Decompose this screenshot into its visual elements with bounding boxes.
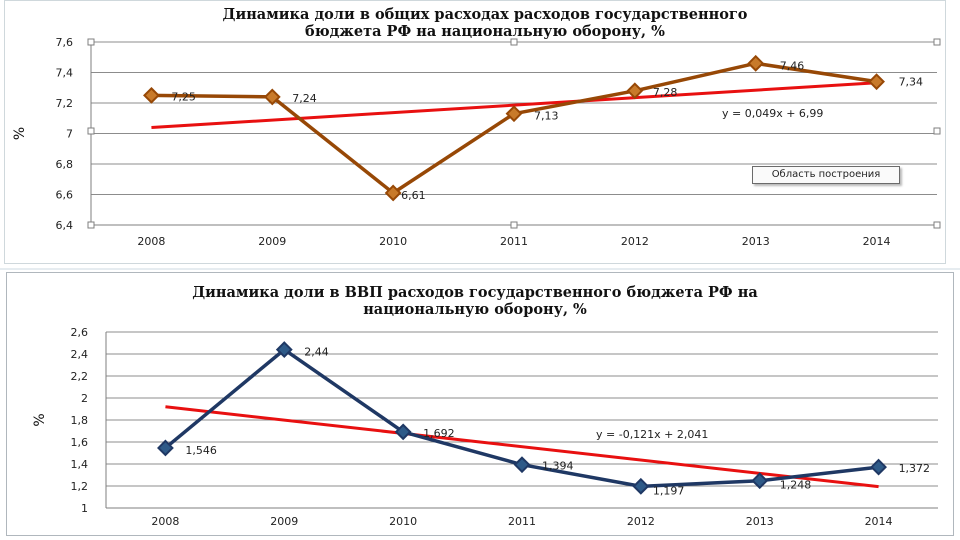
x-tick-label: 2014 bbox=[863, 235, 891, 248]
x-tick-label: 2010 bbox=[389, 515, 417, 528]
trendline-equation: y = 0,049x + 6,99 bbox=[722, 107, 823, 120]
chart-title: Динамика доли в общих расходах расходов … bbox=[222, 6, 748, 40]
x-tick-label: 2009 bbox=[258, 235, 286, 248]
data-point bbox=[747, 54, 765, 72]
y-tick-label: 7,4 bbox=[56, 67, 74, 80]
y-tick-label: 6,8 bbox=[56, 158, 74, 171]
x-tick-label: 2012 bbox=[621, 235, 649, 248]
x-tick-label: 2008 bbox=[151, 515, 179, 528]
x-tick-label: 2013 bbox=[746, 515, 774, 528]
plot-area: 7,6 7,4 7,2 7 6,8 6,6 6,4 2008 2009 2010 2011 2012 2… bbox=[12, 36, 941, 248]
data-label: 7,28 bbox=[653, 86, 678, 99]
data-label: 6,61 bbox=[401, 189, 426, 202]
plot-area-resize-handle[interactable] bbox=[87, 221, 95, 229]
data-label: 1,692 bbox=[423, 427, 455, 440]
y-tick-label: 2,6 bbox=[71, 326, 89, 339]
data-point bbox=[384, 184, 402, 202]
y-tick-label: 1,2 bbox=[71, 480, 89, 493]
data-point bbox=[143, 86, 160, 104]
data-label: 1,197 bbox=[653, 484, 685, 497]
data-point bbox=[513, 456, 531, 474]
data-point bbox=[505, 105, 523, 123]
data-label: 7,34 bbox=[899, 76, 924, 89]
data-label: 1,546 bbox=[185, 444, 217, 457]
data-point bbox=[394, 423, 412, 441]
x-tick-label: 2014 bbox=[865, 515, 893, 528]
y-tick-label: 6,6 bbox=[56, 189, 74, 202]
panel-separator bbox=[0, 268, 960, 270]
chart-panel-defense-gdp-share: Динамика доли в ВВП расходов государстве… bbox=[0, 270, 960, 540]
plot-area-resize-handle[interactable] bbox=[933, 38, 941, 46]
plot-area-resize-handle[interactable] bbox=[510, 221, 518, 229]
data-point bbox=[868, 73, 885, 91]
y-tick-label: 1,4 bbox=[71, 458, 89, 471]
x-tick-label: 2012 bbox=[627, 515, 655, 528]
plot-area-tooltip: Область построения bbox=[752, 166, 900, 184]
plot-area: 2,6 2,4 2,2 2 1,8 1,6 1,4 1,2 1 2008 2009 2010 2011 2… bbox=[32, 326, 938, 528]
x-tick-label: 2011 bbox=[500, 235, 528, 248]
chart-panel-defense-budget-share: Динамика доли в общих расходах расходов … bbox=[0, 0, 960, 268]
data-label: 2,44 bbox=[304, 346, 329, 359]
x-tick-label: 2011 bbox=[508, 515, 536, 528]
chart-title: Динамика доли в ВВП расходов государстве… bbox=[192, 284, 758, 318]
plot-area-resize-handle[interactable] bbox=[87, 127, 95, 135]
data-label: 7,24 bbox=[292, 92, 317, 105]
y-tick-label: 1,8 bbox=[71, 414, 89, 427]
y-axis-label: % bbox=[32, 413, 48, 426]
trendline bbox=[165, 405, 879, 489]
data-label: 7,25 bbox=[171, 90, 196, 103]
x-tick-label: 2008 bbox=[137, 235, 165, 248]
chart-frame[interactable] bbox=[4, 0, 946, 264]
y-tick-label: 2,2 bbox=[71, 370, 89, 383]
data-label: 7,13 bbox=[534, 110, 559, 123]
y-tick-label: 1 bbox=[81, 502, 88, 515]
data-point bbox=[263, 88, 281, 106]
y-tick-label: 7,6 bbox=[56, 36, 74, 49]
x-tick-label: 2010 bbox=[379, 235, 407, 248]
data-point bbox=[632, 477, 650, 495]
data-label: 7,46 bbox=[780, 59, 805, 72]
plot-area-resize-handle[interactable] bbox=[87, 38, 95, 46]
y-axis-label: % bbox=[12, 127, 28, 140]
plot-area-resize-handle[interactable] bbox=[933, 221, 941, 229]
data-label: 1,394 bbox=[542, 460, 574, 473]
x-tick-label: 2009 bbox=[270, 515, 298, 528]
y-tick-label: 2 bbox=[81, 392, 88, 405]
y-tick-label: 7 bbox=[66, 128, 73, 141]
y-tick-label: 6,4 bbox=[56, 219, 74, 232]
trendline-equation: y = -0,121x + 2,041 bbox=[596, 428, 708, 441]
y-tick-label: 7,2 bbox=[56, 97, 74, 110]
data-point bbox=[626, 82, 644, 100]
chart-frame bbox=[6, 272, 954, 536]
y-tick-label: 2,4 bbox=[71, 348, 89, 361]
data-point bbox=[870, 458, 887, 476]
data-label: 1,248 bbox=[780, 479, 812, 492]
data-point bbox=[157, 439, 174, 457]
y-tick-label: 1,6 bbox=[71, 436, 89, 449]
data-point bbox=[275, 341, 293, 359]
trendline bbox=[151, 81, 877, 130]
plot-area-resize-handle[interactable] bbox=[510, 38, 518, 46]
data-label: 1,372 bbox=[899, 462, 931, 475]
plot-area-resize-handle[interactable] bbox=[933, 127, 941, 135]
data-point bbox=[751, 472, 769, 490]
x-tick-label: 2013 bbox=[742, 235, 770, 248]
